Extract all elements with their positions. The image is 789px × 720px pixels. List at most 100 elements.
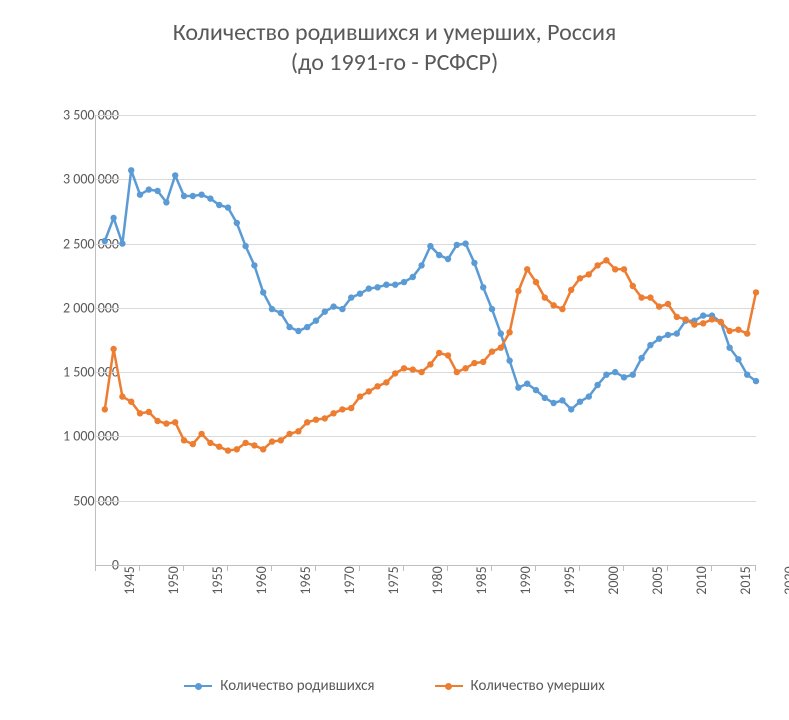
- series-marker-deaths: [110, 346, 116, 352]
- x-tick-label: 1985: [473, 566, 490, 594]
- legend-item-deaths: Количество умерших: [435, 677, 605, 695]
- series-marker-deaths: [726, 328, 732, 334]
- series-marker-births: [110, 215, 116, 221]
- series-marker-deaths: [357, 393, 363, 399]
- legend: Количество родившихся Количество умерших: [0, 677, 789, 695]
- series-marker-deaths: [339, 406, 345, 412]
- x-tick-label: 1950: [165, 566, 182, 594]
- series-marker-deaths: [251, 442, 257, 448]
- series-marker-deaths: [550, 302, 556, 308]
- series-marker-births: [154, 188, 160, 194]
- series-marker-births: [656, 336, 662, 342]
- plot-area: [95, 115, 756, 566]
- series-marker-deaths: [718, 319, 724, 325]
- series-marker-births: [506, 357, 512, 363]
- series-marker-births: [163, 199, 169, 205]
- series-marker-deaths: [128, 399, 134, 405]
- series-marker-deaths: [638, 294, 644, 300]
- x-tick-label: 1990: [517, 566, 534, 594]
- series-marker-births: [533, 387, 539, 393]
- series-marker-births: [735, 356, 741, 362]
- series-marker-deaths: [621, 266, 627, 272]
- series-marker-deaths: [172, 419, 178, 425]
- series-marker-deaths: [242, 440, 248, 446]
- series-marker-deaths: [119, 393, 125, 399]
- series-marker-births: [242, 243, 248, 249]
- series-marker-deaths: [568, 287, 574, 293]
- series-marker-births: [216, 202, 222, 208]
- series-marker-deaths: [137, 410, 143, 416]
- x-tick-label: 1970: [341, 566, 358, 594]
- series-marker-deaths: [524, 266, 530, 272]
- series-marker-deaths: [471, 360, 477, 366]
- series-marker-deaths: [260, 446, 266, 452]
- series-marker-births: [577, 399, 583, 405]
- series-marker-births: [330, 303, 336, 309]
- x-tick-label: 1955: [209, 566, 226, 594]
- series-marker-births: [524, 381, 530, 387]
- series-marker-births: [480, 284, 486, 290]
- series-marker-deaths: [656, 303, 662, 309]
- series-marker-births: [753, 378, 759, 384]
- series-marker-deaths: [753, 289, 759, 295]
- series-marker-deaths: [665, 301, 671, 307]
- series-marker-births: [647, 342, 653, 348]
- series-marker-deaths: [603, 257, 609, 263]
- series-marker-births: [410, 274, 416, 280]
- series-marker-births: [471, 260, 477, 266]
- series-marker-births: [436, 252, 442, 258]
- series-marker-births: [665, 332, 671, 338]
- series-marker-births: [586, 393, 592, 399]
- x-tick-label: 1965: [297, 566, 314, 594]
- series-marker-deaths: [181, 437, 187, 443]
- series-marker-births: [418, 262, 424, 268]
- series-marker-births: [137, 192, 143, 198]
- x-tick-label: 1980: [429, 566, 446, 594]
- legend-label-deaths: Количество умерших: [471, 677, 605, 695]
- series-marker-deaths: [691, 321, 697, 327]
- series-marker-deaths: [480, 359, 486, 365]
- legend-label-births: Количество родившихся: [220, 677, 374, 695]
- series-marker-deaths: [498, 345, 504, 351]
- series-marker-births: [612, 369, 618, 375]
- series-marker-births: [621, 374, 627, 380]
- series-marker-deaths: [542, 294, 548, 300]
- series-marker-births: [128, 167, 134, 173]
- series-marker-births: [445, 256, 451, 262]
- series-marker-births: [638, 355, 644, 361]
- series-marker-births: [119, 240, 125, 246]
- series-marker-deaths: [647, 294, 653, 300]
- title-line-1: Количество родившихся и умерших, Россия: [173, 18, 617, 47]
- x-tick-label: 2010: [693, 566, 710, 594]
- series-marker-births: [594, 382, 600, 388]
- series-marker-births: [559, 397, 565, 403]
- series-marker-deaths: [304, 419, 310, 425]
- series-marker-deaths: [366, 388, 372, 394]
- series-marker-deaths: [454, 369, 460, 375]
- series-marker-deaths: [674, 314, 680, 320]
- series-marker-births: [207, 195, 213, 201]
- series-marker-deaths: [533, 279, 539, 285]
- x-tick-label: 1995: [561, 566, 578, 594]
- series-marker-births: [181, 193, 187, 199]
- series-marker-births: [568, 406, 574, 412]
- series-marker-deaths: [515, 288, 521, 294]
- series-marker-births: [366, 285, 372, 291]
- series-marker-births: [674, 330, 680, 336]
- series-marker-births: [726, 345, 732, 351]
- series-marker-deaths: [330, 410, 336, 416]
- series-marker-births: [295, 328, 301, 334]
- series-marker-deaths: [436, 350, 442, 356]
- series-marker-births: [603, 372, 609, 378]
- series-marker-births: [286, 324, 292, 330]
- series-marker-births: [198, 192, 204, 198]
- series-marker-deaths: [383, 379, 389, 385]
- series-marker-deaths: [234, 446, 240, 452]
- series-marker-births: [374, 284, 380, 290]
- series-marker-deaths: [418, 369, 424, 375]
- x-tick-label: 1960: [253, 566, 270, 594]
- series-marker-deaths: [146, 409, 152, 415]
- series-marker-births: [427, 243, 433, 249]
- series-marker-deaths: [735, 327, 741, 333]
- series-marker-births: [462, 240, 468, 246]
